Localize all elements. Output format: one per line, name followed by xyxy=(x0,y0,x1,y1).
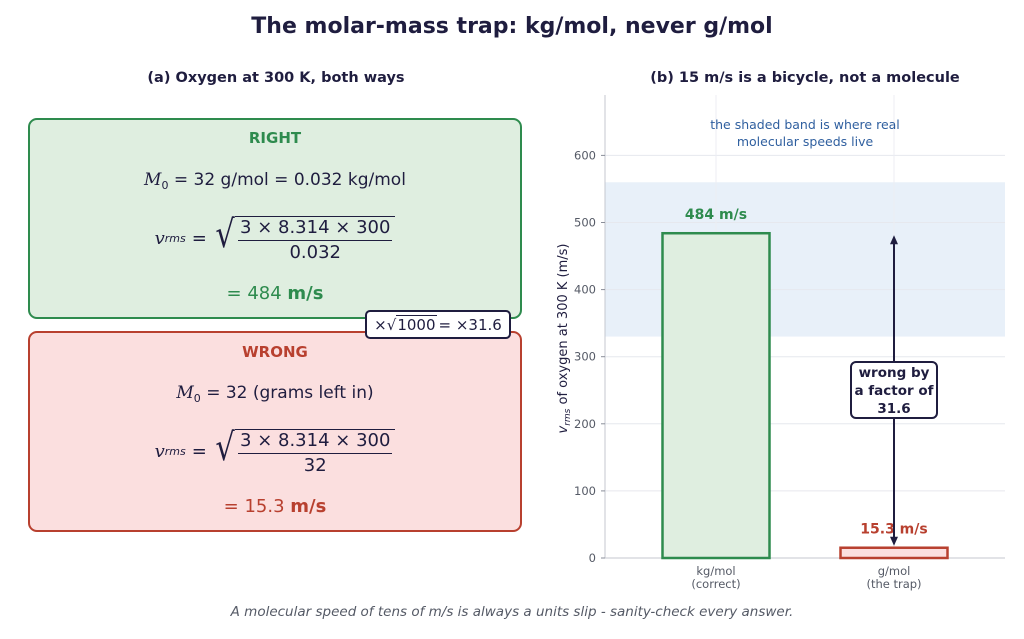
bar-value-label: 484 m/s xyxy=(685,207,747,223)
right-case-card: RIGHT M0 = 32 g/mol = 0.032 kg/mol v rms … xyxy=(28,118,522,319)
wrong-numerator: 3 × 8.314 × 300 xyxy=(238,430,393,454)
y-tick-label: 300 xyxy=(574,350,596,364)
right-mass-line: M0 = 32 g/mol = 0.032 kg/mol xyxy=(30,170,520,192)
symbol-v-sub: rms xyxy=(164,231,186,245)
symbol-v: v xyxy=(154,440,165,462)
sqrt-icon: √ xyxy=(215,425,235,469)
annotation-box xyxy=(850,361,938,419)
wrong-mass-line: M0 = 32 (grams left in) xyxy=(30,383,520,405)
right-mass-text: = 32 g/mol = 0.032 kg/mol xyxy=(173,170,406,190)
factor-prefix: ×√ xyxy=(374,315,397,334)
band-note-line: molecular speeds live xyxy=(737,134,874,149)
right-result-unit: m/s xyxy=(287,283,324,304)
bar-g-mol xyxy=(839,546,949,560)
wrong-denominator: 32 xyxy=(303,455,327,476)
symbol-v: v xyxy=(154,227,165,249)
sqrt-icon: √ xyxy=(215,212,235,256)
main-title: The molar-mass trap: kg/mol, never g/mol xyxy=(251,14,773,39)
fraction: 3 × 8.314 × 300 0.032 xyxy=(235,216,396,264)
factor-suffix: = ×31.6 xyxy=(438,315,502,334)
right-formula: v rms = √ 3 × 8.314 × 300 0.032 xyxy=(30,212,520,264)
symbol-v-sub: rms xyxy=(164,444,186,458)
wrong-result-unit: m/s xyxy=(290,496,327,517)
y-tick-label: 0 xyxy=(589,551,596,565)
symbol-m: M xyxy=(176,383,194,403)
arrow-head-up-icon xyxy=(890,235,898,245)
y-tick-label: 500 xyxy=(574,215,596,229)
chart-title: (b) 15 m/s is a bicycle, not a molecule xyxy=(650,70,960,86)
y-tick-label: 200 xyxy=(574,417,596,431)
right-heading: RIGHT xyxy=(248,129,302,147)
y-tick-label: 100 xyxy=(574,484,596,498)
wrong-result-value: = 15.3 xyxy=(223,496,285,517)
x-category-label: g/mol xyxy=(878,564,911,578)
x-category-label: (correct) xyxy=(691,577,740,591)
equals-sign: = xyxy=(191,227,207,249)
annotation-line: wrong by xyxy=(859,365,930,381)
factor-badge: ×√ 1000 = ×31.6 xyxy=(365,310,511,339)
wrong-mass-text: = 32 (grams left in) xyxy=(206,383,374,403)
annotation-line: 31.6 xyxy=(877,401,910,417)
factor-radicand: 1000 xyxy=(396,315,437,334)
band-note-line: the shaded band is where real xyxy=(710,117,900,132)
right-result-value: = 484 xyxy=(226,283,282,304)
symbol-m-sub: 0 xyxy=(161,179,169,192)
y-axis-label: vrms of oxygen at 300 K (m/s) xyxy=(556,244,573,434)
right-result: = 484 m/s xyxy=(30,283,520,304)
x-category-label: kg/mol xyxy=(696,564,735,578)
fraction: 3 × 8.314 × 300 32 xyxy=(235,429,396,477)
y-tick-label: 400 xyxy=(574,283,596,297)
wrong-result: = 15.3 m/s xyxy=(30,496,520,517)
annotation-line: a factor of xyxy=(854,383,933,399)
sqrt-group: √ 3 × 8.314 × 300 32 xyxy=(213,425,396,477)
y-tick-label: 600 xyxy=(574,148,596,162)
wrong-heading: WRONG xyxy=(242,343,308,361)
bar-kg-mol xyxy=(661,231,771,560)
arrow-head-down-icon xyxy=(890,536,898,546)
x-category-label: (the trap) xyxy=(866,577,921,591)
right-denominator: 0.032 xyxy=(289,242,341,263)
wrong-case-card: WRONG M0 = 32 (grams left in) v rms = √ 3… xyxy=(28,331,522,532)
equals-sign: = xyxy=(191,440,207,462)
symbol-m-sub: 0 xyxy=(193,392,201,405)
sqrt-group: √ 3 × 8.314 × 300 0.032 xyxy=(213,212,396,264)
right-numerator: 3 × 8.314 × 300 xyxy=(238,217,393,241)
left-panel-title: (a) Oxygen at 300 K, both ways xyxy=(147,70,405,86)
footer-note: A molecular speed of tens of m/s is alwa… xyxy=(230,604,794,620)
wrong-formula: v rms = √ 3 × 8.314 × 300 32 xyxy=(30,425,520,477)
symbol-m: M xyxy=(144,170,162,190)
